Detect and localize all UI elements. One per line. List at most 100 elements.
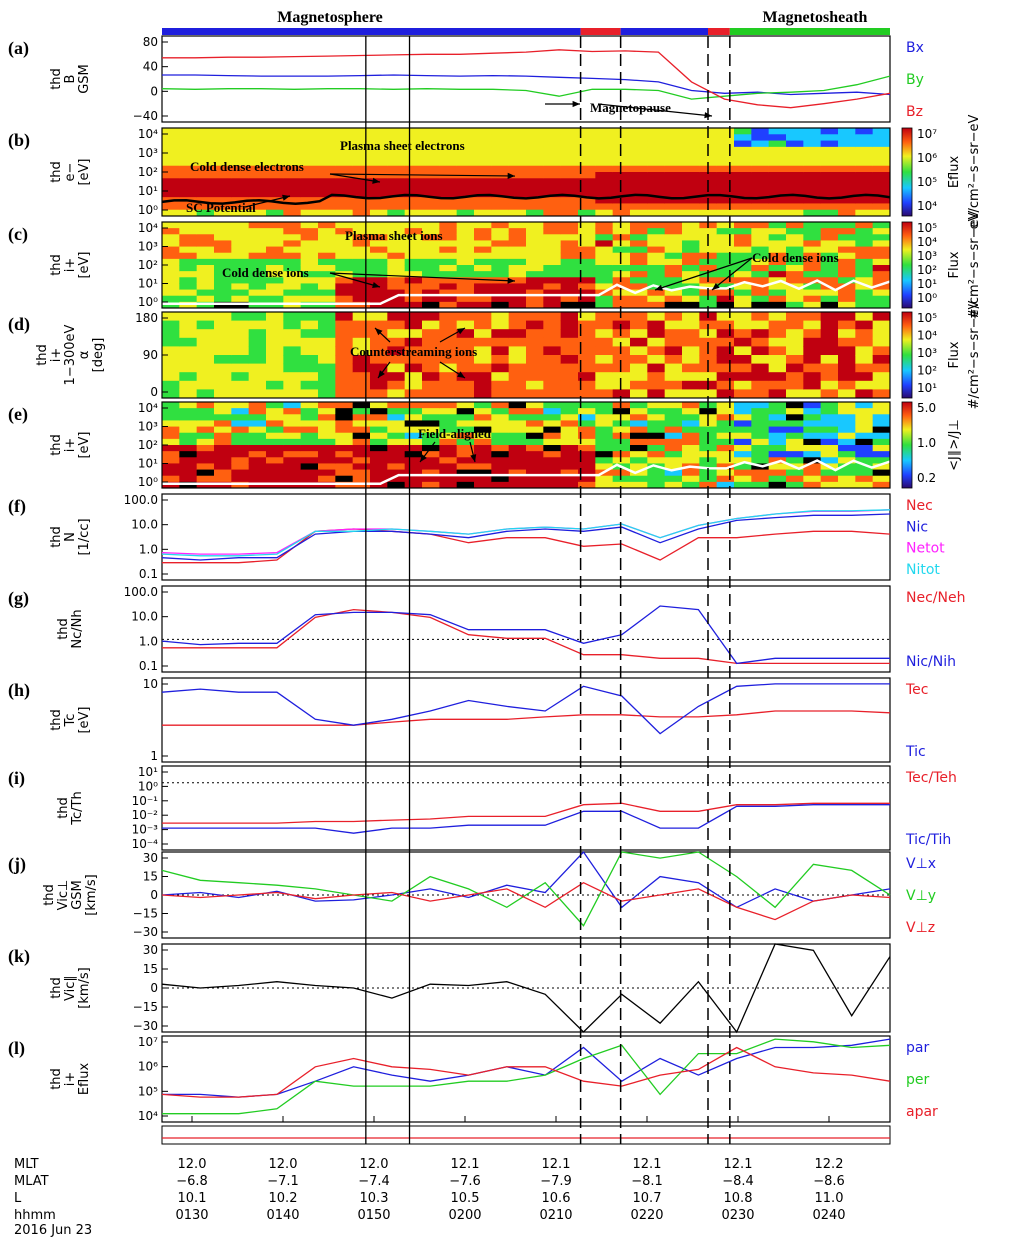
spectrogram-cell	[734, 283, 752, 291]
spectrogram-cell	[231, 240, 250, 248]
spectrogram-cell	[196, 197, 215, 204]
spectrogram-cell	[560, 252, 579, 260]
spectrogram-cell	[404, 140, 423, 148]
spectrogram-cell	[162, 252, 180, 260]
spectrogram-cell	[335, 426, 354, 434]
spectrogram-cell	[786, 337, 804, 347]
y-axis-label: GSM	[77, 64, 92, 94]
arrow-head	[470, 454, 477, 462]
spectrogram-cell	[768, 451, 787, 458]
spectrogram-cell	[439, 252, 458, 260]
spectrogram-cell	[682, 197, 700, 204]
legend-entry: Tic	[905, 744, 926, 760]
spectrogram-cell	[526, 337, 544, 347]
spectrogram-cell	[751, 197, 770, 204]
spectrogram-cell	[352, 277, 371, 284]
spectrogram-cell	[751, 320, 770, 330]
series-j-V⊥x	[161, 850, 891, 909]
spectrogram-cell	[716, 475, 735, 483]
spectrogram-cell	[716, 234, 735, 241]
spectrogram-cell	[820, 277, 839, 284]
spectrogram-cell	[768, 432, 787, 440]
spectrogram-cell	[283, 420, 302, 428]
spectrogram-cell	[734, 414, 752, 421]
spectrogram-cell	[248, 258, 267, 266]
spectrogram-cell	[474, 197, 492, 204]
spectrogram-cell	[803, 475, 822, 483]
spectrogram-cell	[370, 277, 388, 284]
spectrogram-cell	[196, 457, 215, 464]
footer-value: 0230	[721, 1208, 754, 1223]
spectrogram-cell	[179, 295, 198, 303]
spectrogram-cell	[387, 363, 406, 373]
panel-frame	[161, 1035, 891, 1123]
footer-value: 0220	[630, 1208, 663, 1223]
spectrogram-cell	[162, 128, 180, 135]
footer-value: 10.7	[633, 1191, 662, 1206]
spectrogram-cell	[456, 265, 475, 272]
spectrogram-cell	[578, 159, 596, 167]
y-tick-label: 30	[143, 943, 158, 957]
y-tick-label: 15	[143, 870, 158, 884]
spectrogram-cell	[335, 355, 354, 365]
spectrogram-cell	[439, 265, 458, 272]
spectrogram-cell	[768, 420, 787, 428]
spectrogram-cell	[335, 159, 354, 167]
spectrogram-cell	[266, 146, 284, 154]
spectrogram-cell	[560, 457, 579, 464]
spectrogram-cell	[803, 414, 822, 421]
spectrogram-cell	[803, 432, 822, 440]
spectrogram-cell	[196, 301, 215, 309]
spectrogram-cell	[664, 190, 683, 198]
y-axis-label: [eV]	[77, 706, 92, 733]
spectrogram-cell	[578, 346, 596, 356]
spectrogram-cell	[768, 481, 787, 489]
spectrogram-cell	[318, 451, 336, 458]
spectrogram-cell	[508, 451, 527, 458]
spectrogram-cell	[768, 445, 787, 452]
spectrogram-cell	[179, 184, 198, 192]
spectrogram-cell	[179, 372, 198, 382]
y-tick-label: 0	[150, 888, 158, 902]
spectrogram-cell	[716, 372, 735, 382]
spectrogram-cell	[179, 222, 198, 229]
spectrogram-cell	[248, 234, 267, 241]
legend-entry: Bz	[906, 104, 923, 120]
spectrogram-cell	[214, 289, 232, 297]
spectrogram-cell	[318, 346, 336, 356]
spectrogram-cell	[751, 277, 770, 284]
colorbar-tick: 10³	[917, 346, 937, 360]
y-axis-label: thd	[35, 344, 50, 366]
series-f-Nec	[162, 528, 891, 564]
spectrogram-cell	[300, 469, 319, 477]
spectrogram-cell	[318, 363, 336, 373]
spectrogram-cell	[318, 463, 336, 471]
annotation-arrow	[597, 103, 713, 117]
spectrogram-cell	[335, 134, 354, 142]
spectrogram-cell	[786, 438, 804, 446]
spectrogram-cell	[456, 153, 475, 160]
spectrogram-cell	[734, 228, 752, 235]
spectrogram-cell	[196, 380, 215, 390]
y-axis-label: i+	[63, 1072, 78, 1087]
spectrogram-cell	[803, 389, 822, 399]
spectrogram-cell	[179, 329, 198, 339]
spectrogram-cell	[682, 271, 700, 278]
spectrogram-cell	[682, 329, 700, 339]
spectrogram-cell	[838, 165, 856, 173]
spectrogram-cell	[595, 190, 614, 198]
spectrogram-cell	[716, 165, 735, 173]
spectrogram-cell	[508, 337, 527, 347]
spectrogram-cell	[786, 197, 804, 204]
spectrogram-cell	[664, 414, 683, 421]
spectrogram-cell	[162, 283, 180, 291]
colorbar-tick: 10⁷	[917, 127, 937, 141]
spectrogram-cell	[231, 234, 250, 241]
spectrogram-cell	[370, 265, 388, 272]
y-tick-label: 10³	[138, 146, 158, 160]
spectrogram-cell	[456, 414, 475, 421]
spectrogram-cell	[300, 402, 319, 409]
spectrogram-cell	[820, 337, 839, 347]
spectrogram-cell	[526, 178, 544, 186]
